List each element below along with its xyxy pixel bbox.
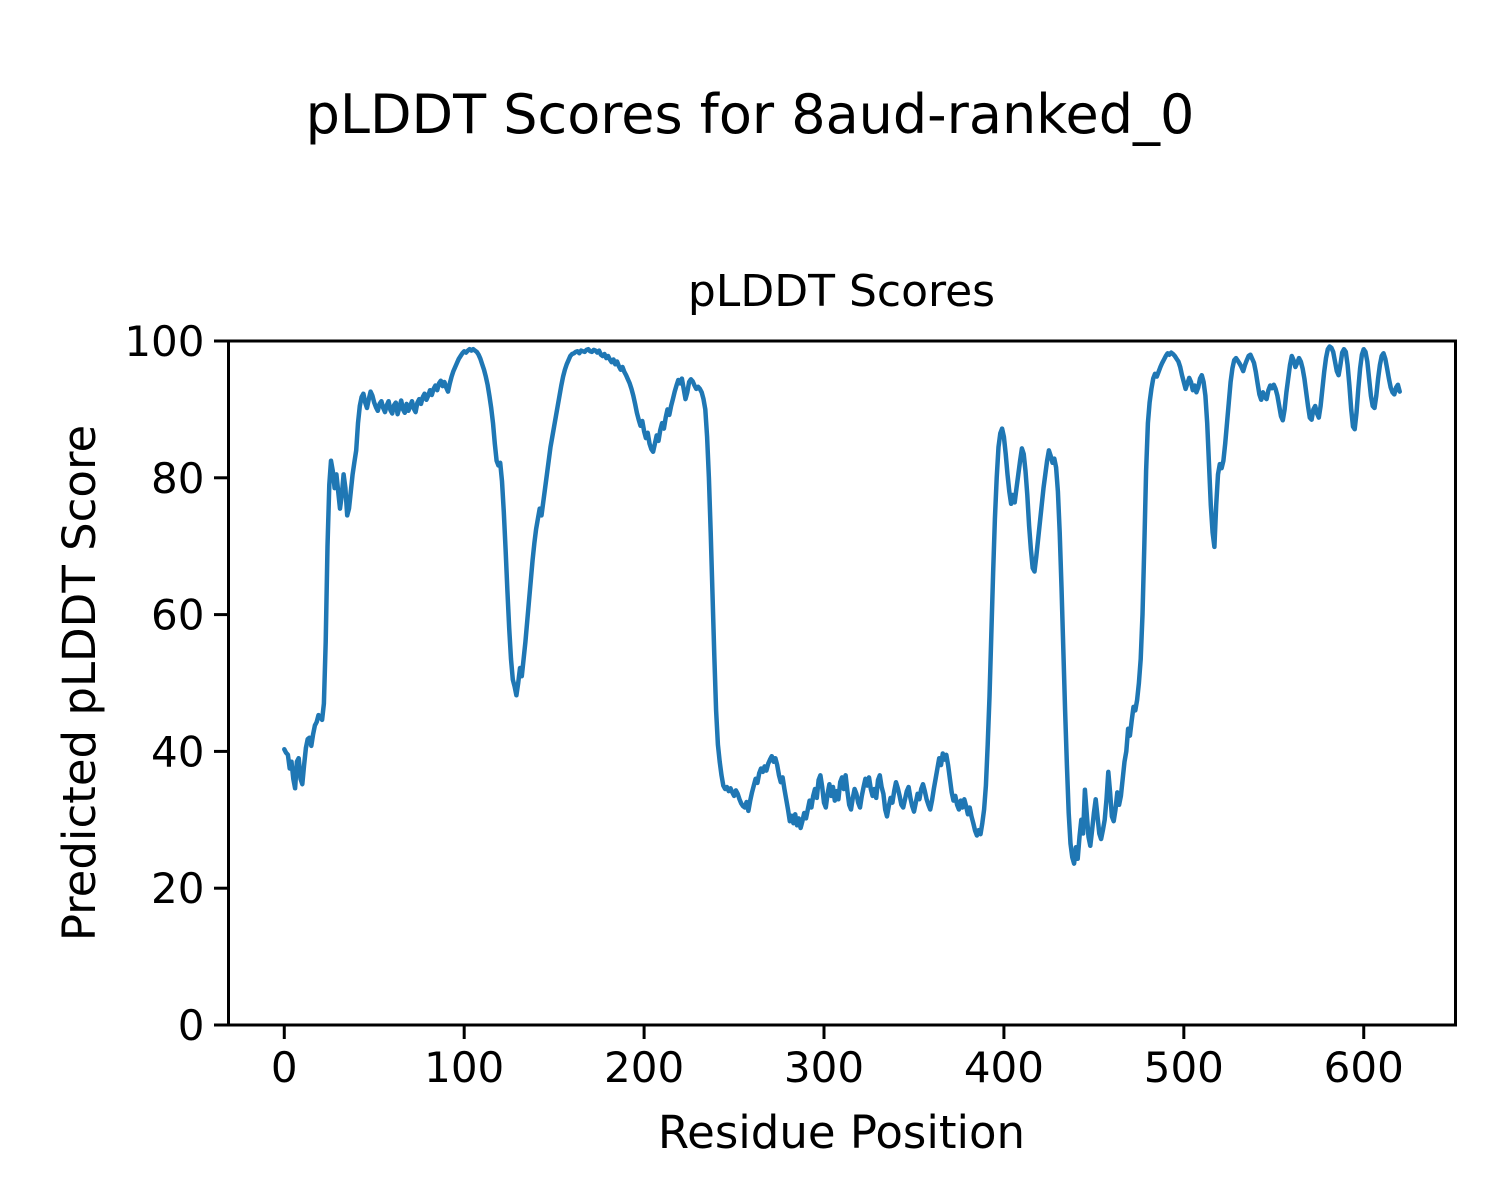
y-tick-label: 100 bbox=[124, 317, 204, 366]
y-tick-label: 60 bbox=[151, 591, 204, 640]
x-tick-label: 0 bbox=[271, 1043, 298, 1092]
x-tick-label: 100 bbox=[424, 1043, 504, 1092]
x-tick-label: 500 bbox=[1144, 1043, 1224, 1092]
y-tick-label: 0 bbox=[178, 1001, 205, 1050]
x-tick-label: 600 bbox=[1324, 1043, 1404, 1092]
x-tick-label: 200 bbox=[604, 1043, 684, 1092]
figure-title: pLDDT Scores for 8aud-ranked_0 bbox=[305, 83, 1195, 146]
axes-title: pLDDT Scores bbox=[687, 266, 996, 317]
x-tick-label: 300 bbox=[784, 1043, 864, 1092]
plddt-line bbox=[282, 344, 1402, 866]
y-tick-label: 20 bbox=[151, 864, 204, 913]
axes-spines bbox=[227, 339, 1457, 1027]
x-axis-label: Residue Position bbox=[657, 1106, 1026, 1159]
x-tick-label: 400 bbox=[964, 1043, 1044, 1092]
y-axis-label: Predicted pLDDT Score bbox=[53, 424, 106, 942]
y-tick-label: 40 bbox=[151, 727, 204, 776]
y-tick-label: 80 bbox=[151, 454, 204, 503]
